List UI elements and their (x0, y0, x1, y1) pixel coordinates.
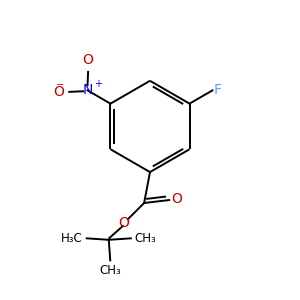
Text: F: F (214, 83, 222, 98)
Text: N: N (82, 83, 93, 98)
Text: +: + (94, 80, 102, 89)
Text: O: O (171, 193, 182, 206)
Text: CH₃: CH₃ (135, 232, 156, 245)
Text: O: O (118, 216, 129, 230)
Text: H₃C: H₃C (61, 232, 83, 245)
Text: O: O (53, 85, 64, 99)
Text: −: − (56, 80, 64, 90)
Text: O: O (83, 53, 94, 67)
Text: CH₃: CH₃ (99, 264, 121, 277)
